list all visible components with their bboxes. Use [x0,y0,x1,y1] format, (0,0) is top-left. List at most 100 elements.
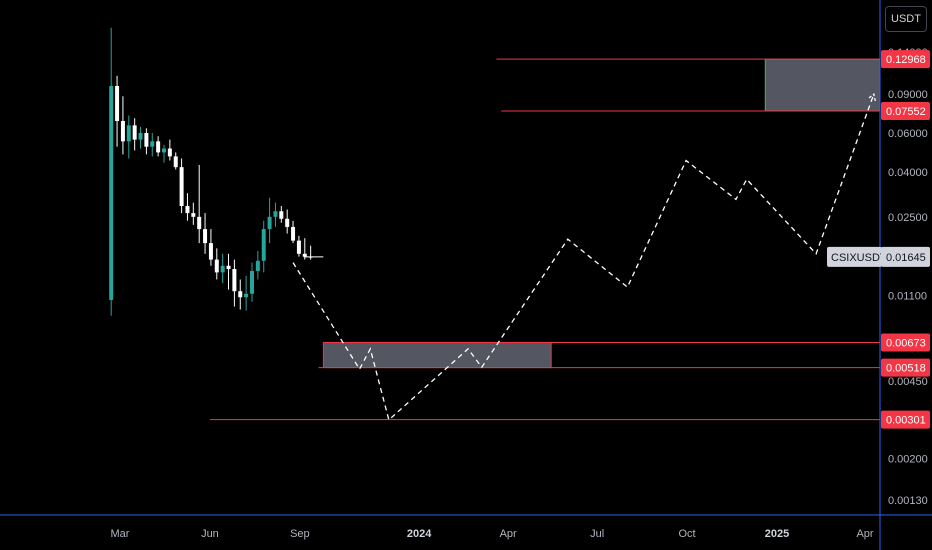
candle-body [244,293,249,298]
projection [292,93,876,422]
level-price-label: 0.12968 [881,50,930,69]
candle-body [161,148,166,153]
candle [226,253,231,290]
level-label-text: 0.00301 [886,415,926,427]
y-tick-label: 0.04000 [888,167,928,179]
candle-body [115,86,120,122]
candle-body [126,125,131,142]
candle [285,209,290,234]
current-price-label: CSIXUSDT 0.01645 [827,246,930,267]
candle [273,202,278,227]
x-axis-ticks: Mar Jun Sep 2024 Apr Jul Oct 2025 Apr [111,528,874,540]
candle-body [156,141,161,153]
x-tick-label: Jun [201,528,219,540]
candle-body [179,167,184,206]
candle [214,248,219,280]
x-tick-label: 2025 [765,528,789,540]
currency-unit-button[interactable]: USDT [885,6,927,32]
x-tick-label: Apr [856,528,873,540]
candle [120,96,125,155]
candle-body [226,265,231,270]
candle [173,152,178,170]
candle-body [120,121,125,142]
current-price-label-bg [881,246,930,267]
target-zone [764,58,881,112]
candle [203,213,208,254]
candle [156,136,161,157]
candle-body [238,291,243,298]
candle [115,75,120,147]
candle [144,128,149,155]
level-label-text: 0.00518 [886,363,926,375]
x-tick-label: Sep [290,528,310,540]
symbol-label-text: CSIXUSDT [831,252,887,264]
candle-body [203,229,208,244]
y-tick-label: 0.00200 [888,454,928,466]
candle [249,262,254,302]
level-label-bg [881,50,930,69]
candle [167,139,172,161]
current-price-label-text: 0.01645 [886,252,926,264]
candle-body [185,205,190,214]
candle [126,115,131,159]
x-tick-label: Apr [500,528,517,540]
candle [296,235,301,257]
candle-body [214,259,219,273]
candle-body [255,260,260,272]
level-price-label: 0.00673 [881,333,930,352]
y-tick-label: 0.09000 [888,89,928,101]
candle-body [279,211,284,219]
candle [150,133,155,157]
candle-body [109,86,114,300]
candle [255,251,260,280]
candle [185,193,190,221]
candle [238,279,243,310]
y-tick-label: 0.00130 [888,495,928,507]
y-tick-label: 0.06000 [888,128,928,140]
candle-body [197,216,202,230]
candle-body [208,243,213,260]
y-axis-ticks: 0.140000.090000.060000.040000.025000.011… [888,47,928,507]
zones [322,58,881,369]
candle [191,202,196,225]
candles [109,27,324,316]
candle-body [302,253,307,257]
projection-arrowhead [867,93,876,102]
candle-body [132,125,137,140]
candle [179,158,184,214]
candle-body [220,265,225,273]
level-label-bg [881,101,930,120]
candle [291,220,296,244]
candle-body [267,216,272,230]
symbol-label-bg [827,246,882,267]
candle-body [138,133,143,140]
level-price-label: 0.07552 [881,101,930,120]
level-label-bg [881,333,930,352]
x-tick-label: Oct [678,528,695,540]
y-tick-label: 0.01100 [888,290,927,302]
y-tick-label: 0.00450 [888,376,928,388]
candle [302,238,307,260]
level-price-label: 0.00301 [881,410,930,429]
candle-body [150,141,155,147]
candle [197,164,202,244]
x-tick-label: 2024 [407,528,432,540]
x-tick-label: Jul [590,528,604,540]
candle-body [296,240,301,254]
level-label-text: 0.07552 [886,106,926,118]
currency-unit-label: USDT [891,13,921,25]
level-price-label: 0.00518 [881,358,930,377]
demand-zone [322,342,552,369]
candle [244,275,249,311]
price-labels: 0.12968 0.07552 0.00673 0.00518 0.00301 CSIXU… [827,50,930,429]
candle [161,144,166,163]
candle-body [144,133,149,147]
y-tick-label: 0.02500 [888,212,928,224]
candle [132,118,137,151]
candle-body [285,218,290,227]
projection-path [292,93,875,422]
level-label-bg [881,358,930,377]
candle [279,205,284,223]
candle [208,229,213,266]
